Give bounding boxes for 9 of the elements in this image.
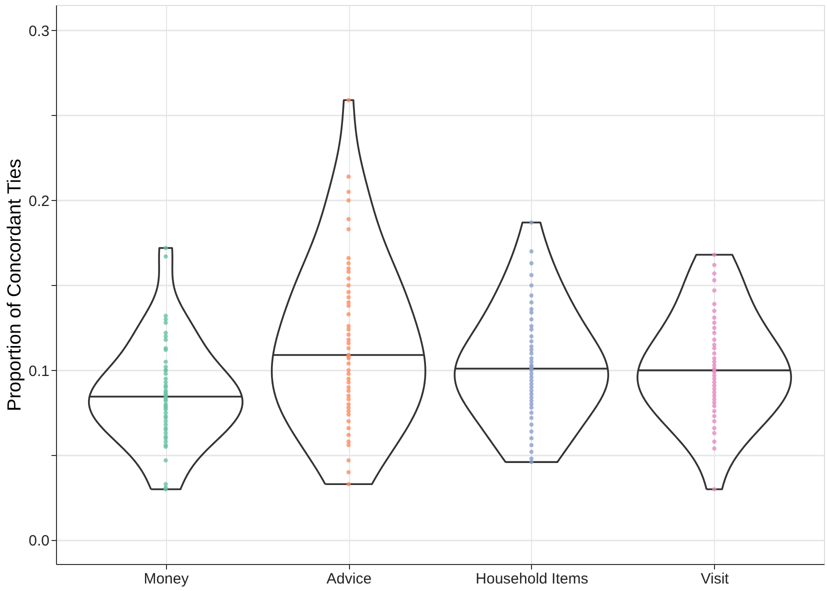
y-axis-title: Proportion of Concordant Ties (4, 158, 26, 412)
y-tick-label: 0.3 (28, 22, 50, 40)
y-tick-label: 0.1 (28, 362, 50, 380)
y-tick-label: 0.0 (28, 532, 50, 550)
x-tick-label: Visit (700, 570, 730, 588)
x-tick-label: Household Items (476, 570, 588, 588)
x-tick-label: Advice (326, 570, 372, 588)
x-tick-label: Money (144, 570, 190, 588)
y-tick-label: 0.2 (28, 192, 50, 210)
